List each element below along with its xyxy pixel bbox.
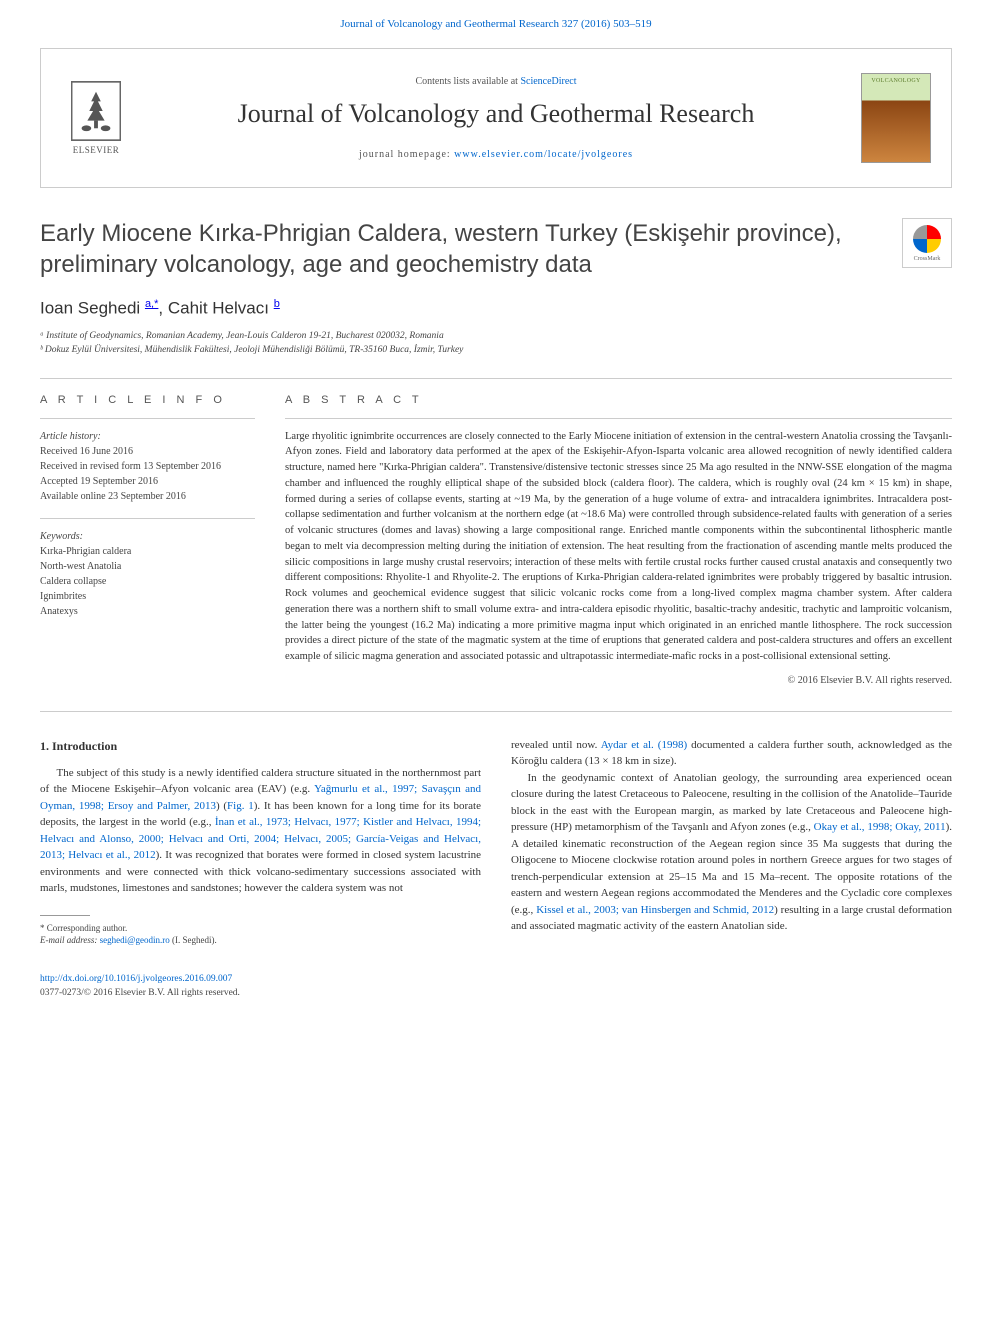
history-revised: Received in revised form 13 September 20… <box>40 459 255 474</box>
issn-copyright-line: 0377-0273/© 2016 Elsevier B.V. All right… <box>40 988 240 998</box>
history-accepted: Accepted 19 September 2016 <box>40 474 255 489</box>
author-email-link[interactable]: seghedi@geodin.ro <box>100 935 170 945</box>
divider-top <box>40 378 952 379</box>
abstract-copyright: © 2016 Elsevier B.V. All rights reserved… <box>285 675 952 686</box>
info-divider-2 <box>40 518 255 519</box>
article-header: CrossMark Early Miocene Kırka-Phrigian C… <box>40 218 952 358</box>
history-online: Available online 23 September 2016 <box>40 489 255 504</box>
crossmark-badge[interactable]: CrossMark <box>902 218 952 268</box>
intro-paragraph-1-cont: revealed until now. Aydar et al. (1998) … <box>511 737 952 770</box>
keyword-2: North-west Anatolia <box>40 559 255 574</box>
doi-link[interactable]: http://dx.doi.org/10.1016/j.jvolgeores.2… <box>40 974 232 984</box>
divider-bottom <box>40 711 952 712</box>
abstract-column: A B S T R A C T Large rhyolitic ignimbri… <box>285 394 952 686</box>
journal-homepage-link[interactable]: www.elsevier.com/locate/jvolgeores <box>454 149 633 160</box>
author-2: Cahit Helvacı <box>168 299 269 318</box>
footnote-divider <box>40 915 90 916</box>
journal-cover-label: VOLCANOLOGY <box>862 74 930 84</box>
footer-block: http://dx.doi.org/10.1016/j.jvolgeores.2… <box>40 972 952 1001</box>
elsevier-label: ELSEVIER <box>73 145 120 155</box>
body-columns: 1. Introduction The subject of this stud… <box>40 737 952 947</box>
info-divider-1 <box>40 418 255 419</box>
keyword-1: Kırka-Phrigian caldera <box>40 544 255 559</box>
keyword-4: Ignimbrites <box>40 589 255 604</box>
crossmark-icon <box>913 225 941 253</box>
authors-line: Ioan Seghedi a,*, Cahit Helvacı b <box>40 298 952 319</box>
elsevier-logo: ELSEVIER <box>61 73 131 163</box>
author-2-affil-link[interactable]: b <box>274 298 280 310</box>
email-label: E-mail address: <box>40 935 100 945</box>
section-1-heading: 1. Introduction <box>40 737 481 755</box>
body-column-right: revealed until now. Aydar et al. (1998) … <box>511 737 952 947</box>
contents-available-line: Contents lists available at ScienceDirec… <box>151 76 841 87</box>
affiliation-b: ᵇ Dokuz Eylül Üniversitesi, Mühendislik … <box>40 343 952 357</box>
article-info-column: A R T I C L E I N F O Article history: R… <box>40 394 255 686</box>
sciencedirect-link[interactable]: ScienceDirect <box>520 76 576 87</box>
elsevier-tree-icon <box>71 81 121 141</box>
p2-text-2: ). A detailed kinematic reconstruction o… <box>511 821 952 916</box>
journal-header-box: ELSEVIER Contents lists available at Sci… <box>40 48 952 188</box>
journal-title: Journal of Volcanology and Geothermal Re… <box>151 99 841 129</box>
article-title: Early Miocene Kırka-Phrigian Caldera, we… <box>40 218 952 280</box>
affiliation-a: ᵃ Institute of Geodynamics, Romanian Aca… <box>40 329 952 343</box>
top-citation-banner: Journal of Volcanology and Geothermal Re… <box>0 0 992 38</box>
author-1: Ioan Seghedi <box>40 299 140 318</box>
contents-prefix: Contents lists available at <box>415 76 520 87</box>
abstract-heading: A B S T R A C T <box>285 394 952 406</box>
intro-paragraph-1: The subject of this study is a newly ide… <box>40 765 481 897</box>
article-history-label: Article history: <box>40 429 255 444</box>
journal-homepage-line: journal homepage: www.elsevier.com/locat… <box>151 149 841 160</box>
citation-link-kissel[interactable]: Kissel et al., 2003; van Hinsbergen and … <box>536 904 774 916</box>
article-info-heading: A R T I C L E I N F O <box>40 394 255 406</box>
journal-cover-thumbnail: VOLCANOLOGY <box>861 73 931 163</box>
keywords-block: Keywords: Kırka-Phrigian caldera North-w… <box>40 529 255 619</box>
intro-paragraph-2: In the geodynamic context of Anatolian g… <box>511 770 952 935</box>
author-separator: , <box>158 299 167 318</box>
abstract-text: Large rhyolitic ignimbrite occurrences a… <box>285 429 952 665</box>
abstract-divider <box>285 418 952 419</box>
corresponding-author-note: * Corresponding author. <box>40 922 481 935</box>
affiliations-block: ᵃ Institute of Geodynamics, Romanian Aca… <box>40 329 952 358</box>
p1-text-2: ) ( <box>216 800 227 812</box>
author-1-affil-link[interactable]: a,* <box>145 298 158 310</box>
crossmark-label: CrossMark <box>914 256 941 262</box>
homepage-prefix: journal homepage: <box>359 149 454 160</box>
keywords-label: Keywords: <box>40 529 255 544</box>
body-column-left: 1. Introduction The subject of this stud… <box>40 737 481 947</box>
article-history-block: Article history: Received 16 June 2016 R… <box>40 429 255 504</box>
email-note: E-mail address: seghedi@geodin.ro (I. Se… <box>40 934 481 947</box>
figure-link-1[interactable]: Fig. 1 <box>227 800 254 812</box>
p1c-text-1: revealed until now. <box>511 739 601 751</box>
header-center: Contents lists available at ScienceDirec… <box>151 76 841 160</box>
keyword-5: Anatexys <box>40 604 255 619</box>
keyword-3: Caldera collapse <box>40 574 255 589</box>
citation-link-okay[interactable]: Okay et al., 1998; Okay, 2011 <box>814 821 946 833</box>
email-post: (I. Seghedi). <box>170 935 217 945</box>
info-abstract-row: A R T I C L E I N F O Article history: R… <box>40 394 952 686</box>
history-received: Received 16 June 2016 <box>40 444 255 459</box>
citation-link-aydar[interactable]: Aydar et al. (1998) <box>601 739 687 751</box>
